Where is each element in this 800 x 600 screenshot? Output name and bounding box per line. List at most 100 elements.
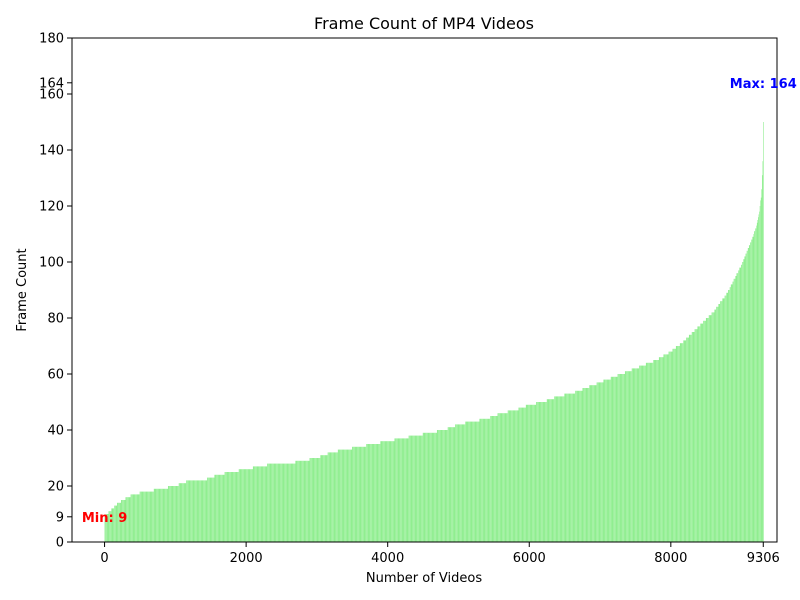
- bar: [340, 449, 342, 542]
- bar: [635, 368, 637, 542]
- bar: [609, 379, 610, 542]
- bar: [268, 463, 269, 542]
- bar: [387, 441, 388, 542]
- bar: [572, 393, 573, 542]
- bar: [456, 424, 457, 542]
- bar: [278, 463, 279, 542]
- bar: [712, 312, 714, 542]
- bar: [144, 491, 145, 542]
- bar: [362, 446, 363, 542]
- bar: [366, 444, 367, 542]
- bar: [738, 270, 739, 542]
- bar: [255, 466, 257, 542]
- y-tick-label: 100: [39, 256, 64, 271]
- bar: [434, 432, 436, 542]
- bar: [226, 472, 228, 542]
- bar: [589, 385, 591, 542]
- bar: [533, 404, 534, 542]
- bar: [275, 463, 277, 542]
- bar: [488, 418, 490, 542]
- bar: [427, 432, 428, 542]
- bar: [735, 276, 736, 542]
- bar: [529, 404, 531, 542]
- bar: [327, 452, 329, 542]
- bar: [394, 438, 396, 542]
- bar: [558, 396, 559, 542]
- bar: [413, 435, 414, 542]
- bar: [175, 486, 176, 542]
- bar: [372, 444, 373, 542]
- bar: [691, 334, 692, 542]
- bar: [399, 438, 401, 542]
- bar: [755, 228, 756, 542]
- bar: [294, 463, 295, 542]
- bar: [670, 351, 671, 542]
- bar: [387, 441, 389, 542]
- bar: [124, 500, 125, 542]
- bar: [221, 474, 223, 542]
- bar: [164, 488, 165, 542]
- bar: [661, 357, 663, 542]
- bar: [444, 430, 446, 542]
- bar: [474, 421, 475, 542]
- bar: [235, 472, 236, 542]
- bar: [291, 463, 293, 542]
- bar: [393, 441, 394, 542]
- bar: [407, 438, 409, 542]
- bar: [707, 318, 708, 542]
- bar: [509, 410, 511, 542]
- bar: [244, 469, 246, 542]
- bar: [661, 357, 662, 542]
- bar: [713, 312, 714, 542]
- bar: [295, 460, 297, 542]
- bar: [190, 480, 192, 542]
- bar: [392, 441, 394, 542]
- bar: [418, 435, 420, 542]
- bar: [542, 402, 544, 542]
- bar: [408, 438, 409, 542]
- bar: [265, 466, 267, 542]
- bar: [708, 315, 710, 542]
- bar: [468, 421, 470, 542]
- bar: [323, 455, 324, 542]
- bar: [600, 382, 601, 542]
- bar: [258, 466, 259, 542]
- bar: [114, 505, 115, 542]
- bar: [506, 413, 507, 542]
- bar: [384, 441, 386, 542]
- bar: [134, 494, 135, 542]
- bar: [388, 441, 389, 542]
- bar: [631, 371, 632, 542]
- bar: [712, 312, 713, 542]
- bar: [286, 463, 288, 542]
- bar: [493, 416, 495, 542]
- bar: [650, 362, 652, 542]
- bar: [694, 329, 696, 542]
- bar: [495, 416, 497, 542]
- bar: [388, 441, 390, 542]
- bar: [301, 460, 303, 542]
- bar: [487, 418, 488, 542]
- bar: [397, 438, 398, 542]
- bar: [348, 449, 350, 542]
- bar: [736, 273, 738, 542]
- bar: [722, 298, 723, 542]
- bar: [738, 270, 740, 542]
- bar: [372, 444, 374, 542]
- bar: [159, 488, 161, 542]
- bar: [676, 346, 678, 542]
- bar: [580, 390, 581, 542]
- bar: [335, 452, 337, 542]
- bar: [234, 472, 235, 542]
- bar: [587, 388, 589, 542]
- bar: [261, 466, 263, 542]
- bar: [118, 502, 119, 542]
- bar: [175, 486, 177, 542]
- bar: [692, 332, 693, 542]
- bar: [233, 472, 235, 542]
- bar: [126, 497, 128, 542]
- bar: [717, 306, 718, 542]
- bar: [331, 452, 333, 542]
- bar: [205, 480, 206, 542]
- bar: [214, 474, 216, 542]
